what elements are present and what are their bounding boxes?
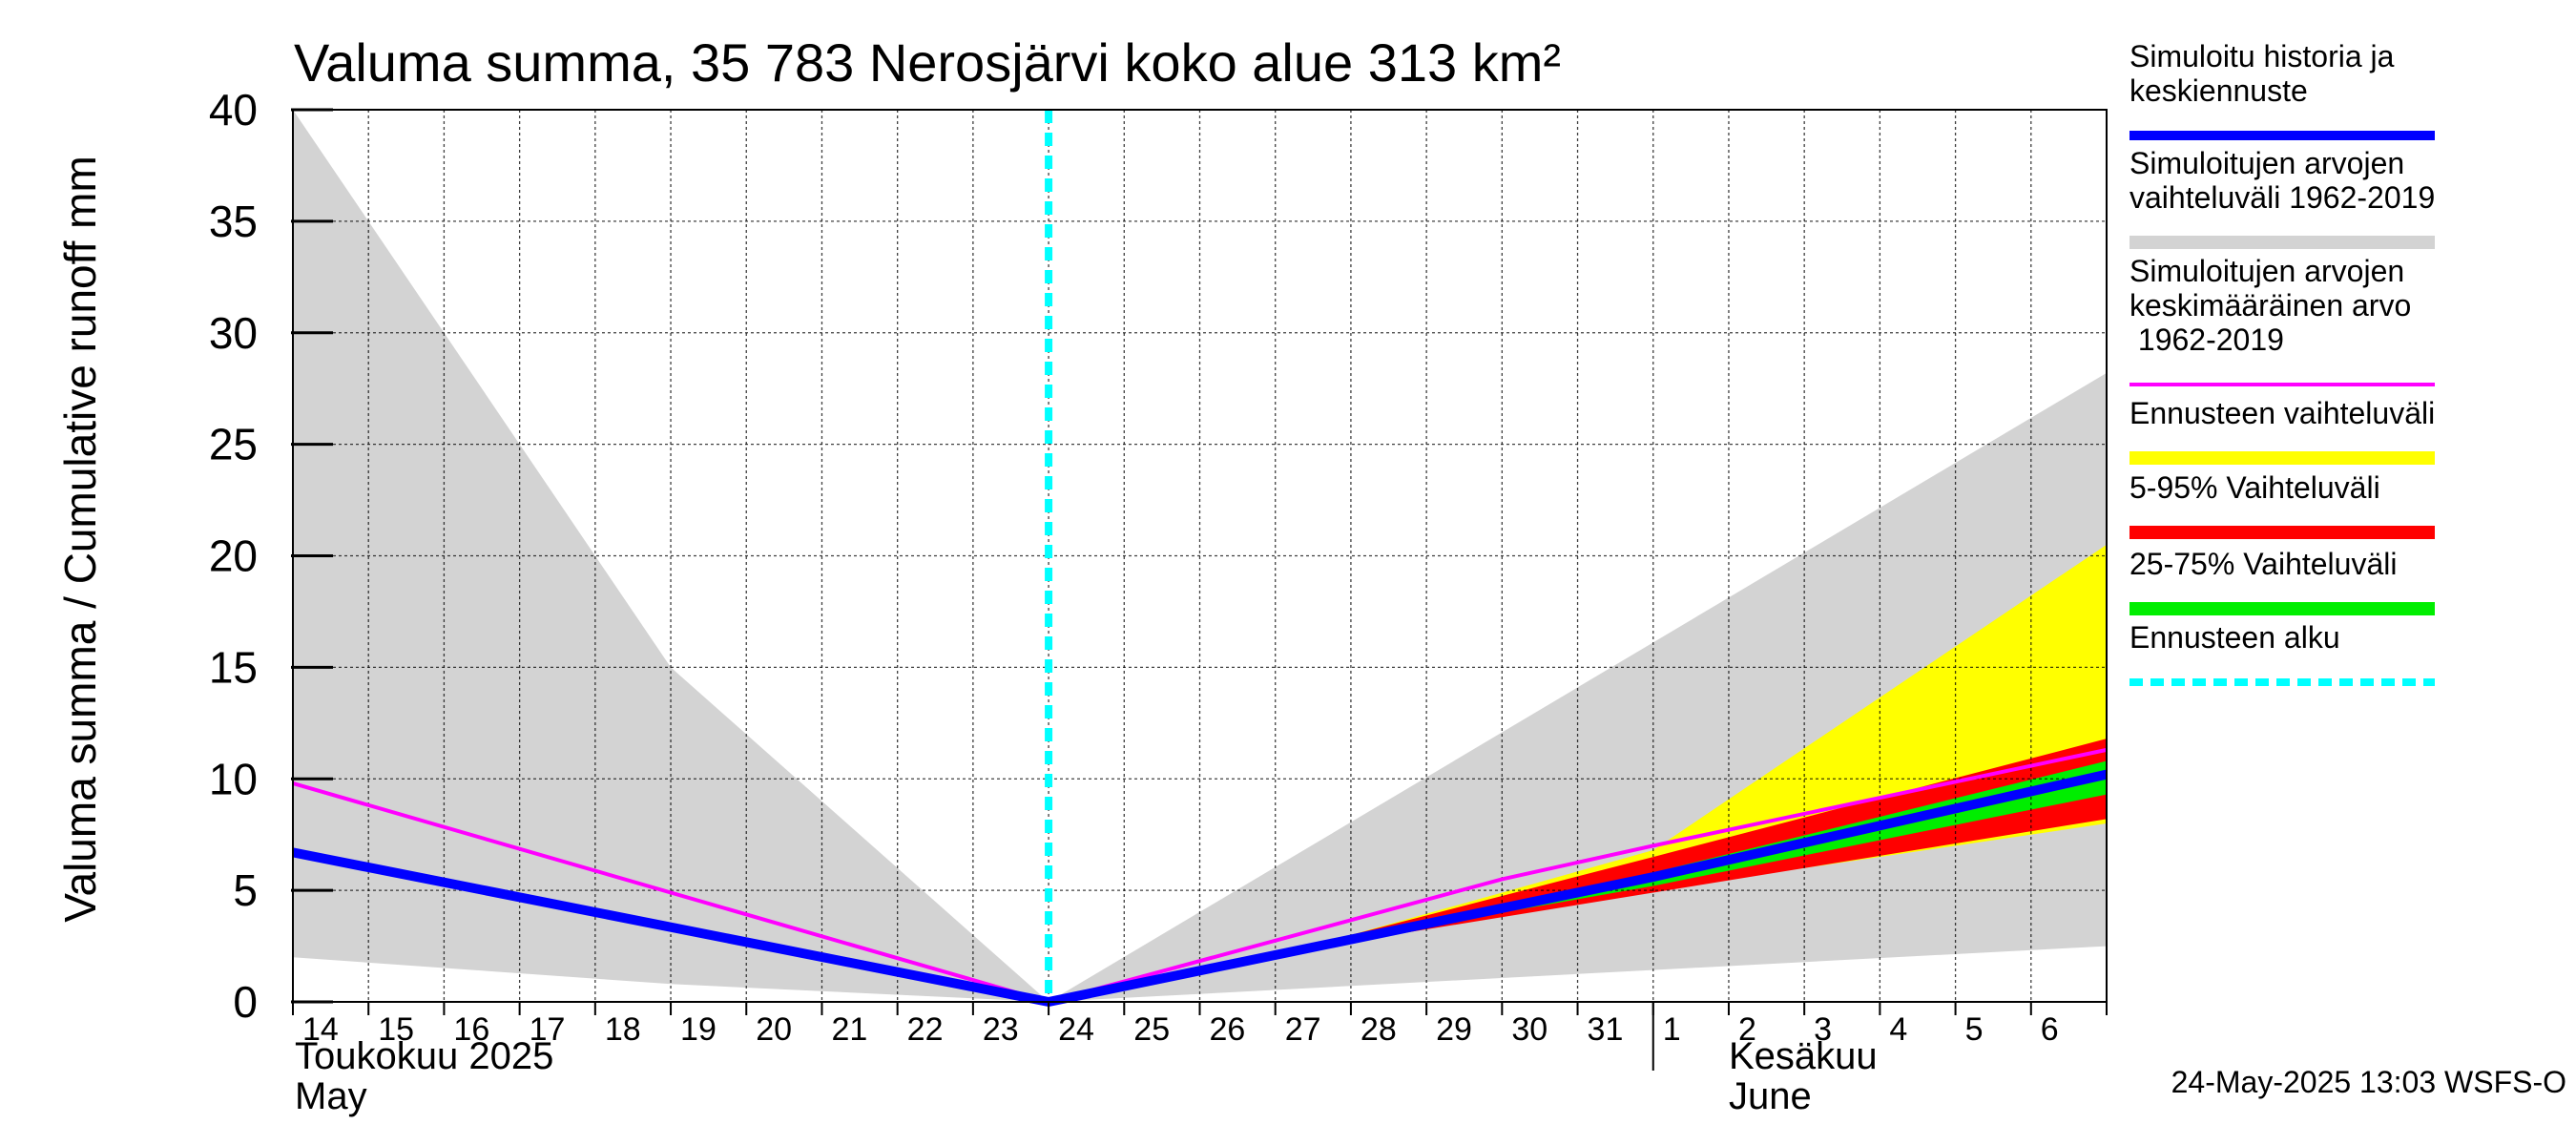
x-tick-label: 17	[530, 1011, 566, 1048]
legend-entry: 25-75% Vaihteluväli	[2129, 547, 2435, 615]
legend-entry: 5-95% Vaihteluväli	[2129, 470, 2435, 539]
legend-entry: Simuloitujen arvojen keskimääräinen arvo …	[2129, 254, 2435, 386]
x-tick-label: 2	[1738, 1011, 1756, 1048]
series-line-mean	[292, 747, 2108, 1004]
x-tick-label: 15	[378, 1011, 414, 1048]
series-line-median-forecast	[292, 769, 2109, 1007]
y-tick-label: 0	[233, 977, 258, 1027]
y-tick-label: 25	[209, 420, 258, 469]
legend-entry: Ennusteen vaihteluväli	[2129, 396, 2435, 465]
legend-label: Ennusteen vaihteluväli	[2129, 396, 2435, 430]
legend-label: Simuloitu historia ja keskiennuste	[2129, 39, 2395, 108]
band-ennusteen-vaihteluv-li	[1049, 544, 2107, 1002]
y-tick-label: 40	[209, 85, 258, 135]
legend-entry: Simuloitujen arvojen vaihteluväli 1962-20…	[2129, 146, 2435, 249]
x-tick-label: 25	[1133, 1011, 1170, 1048]
x-tick-label: 23	[983, 1011, 1019, 1048]
y-tick-label: 35	[209, 197, 258, 246]
x-tick-label: 27	[1285, 1011, 1321, 1048]
x-tick-label: 21	[831, 1011, 867, 1048]
y-tick-label: 10	[209, 754, 258, 803]
x-tick-label: 30	[1511, 1011, 1548, 1048]
x-tick-label: 29	[1436, 1011, 1472, 1048]
legend-label: 5-95% Vaihteluväli	[2129, 470, 2380, 505]
y-tick-label: 5	[233, 865, 258, 915]
x-tick-label: 1	[1663, 1011, 1681, 1048]
chart-title: Valuma summa, 35 783 Nerosjärvi koko alu…	[294, 32, 1561, 93]
x-tick-label: 20	[756, 1011, 792, 1048]
x-tick-label: 18	[605, 1011, 641, 1048]
x-tick-label: 14	[302, 1011, 339, 1048]
plot-area	[292, 109, 2109, 1007]
month-label-may-fi: Toukokuu 2025	[295, 1035, 553, 1077]
legend-label: 25-75% Vaihteluväli	[2129, 547, 2397, 581]
x-tick-label: 26	[1210, 1011, 1246, 1048]
y-tick-label: 20	[209, 531, 258, 581]
month-label-june-en: June	[1729, 1075, 1812, 1117]
legend-label: Ennusteen alku	[2129, 620, 2340, 655]
x-tick-label: 22	[907, 1011, 944, 1048]
x-tick-label: 24	[1058, 1011, 1094, 1048]
legend-label: Simuloitujen arvojen keskimääräinen arvo …	[2129, 254, 2411, 357]
month-label-june-fi: Kesäkuu	[1729, 1035, 1878, 1077]
y-tick-label: 15	[209, 642, 258, 692]
x-tick-label: 16	[453, 1011, 489, 1048]
x-tick-label: 4	[1889, 1011, 1907, 1048]
x-tick-label: 19	[680, 1011, 717, 1048]
x-tick-label: 31	[1588, 1011, 1624, 1048]
y-tick-label: 30	[209, 308, 258, 358]
x-tick-label: 6	[2041, 1011, 2059, 1048]
x-tick-label: 28	[1361, 1011, 1397, 1048]
legend: Simuloitu historia ja keskiennuste Simuloi…	[2129, 39, 2435, 686]
x-tick-label: 3	[1814, 1011, 1832, 1048]
legend-label: Simuloitujen arvojen vaihteluväli 1962-20…	[2129, 146, 2435, 215]
x-tick-label: 5	[1965, 1011, 1984, 1048]
month-label-may-en: May	[295, 1075, 367, 1117]
legend-entry: Ennusteen alku	[2129, 620, 2435, 686]
footer-timestamp: 24-May-2025 13:03 WSFS-O	[2171, 1065, 2566, 1099]
y-axis-label: Valuma summa / Cumulative runoff mm	[55, 156, 105, 923]
legend-entry: Simuloitu historia ja keskiennuste	[2129, 39, 2435, 140]
